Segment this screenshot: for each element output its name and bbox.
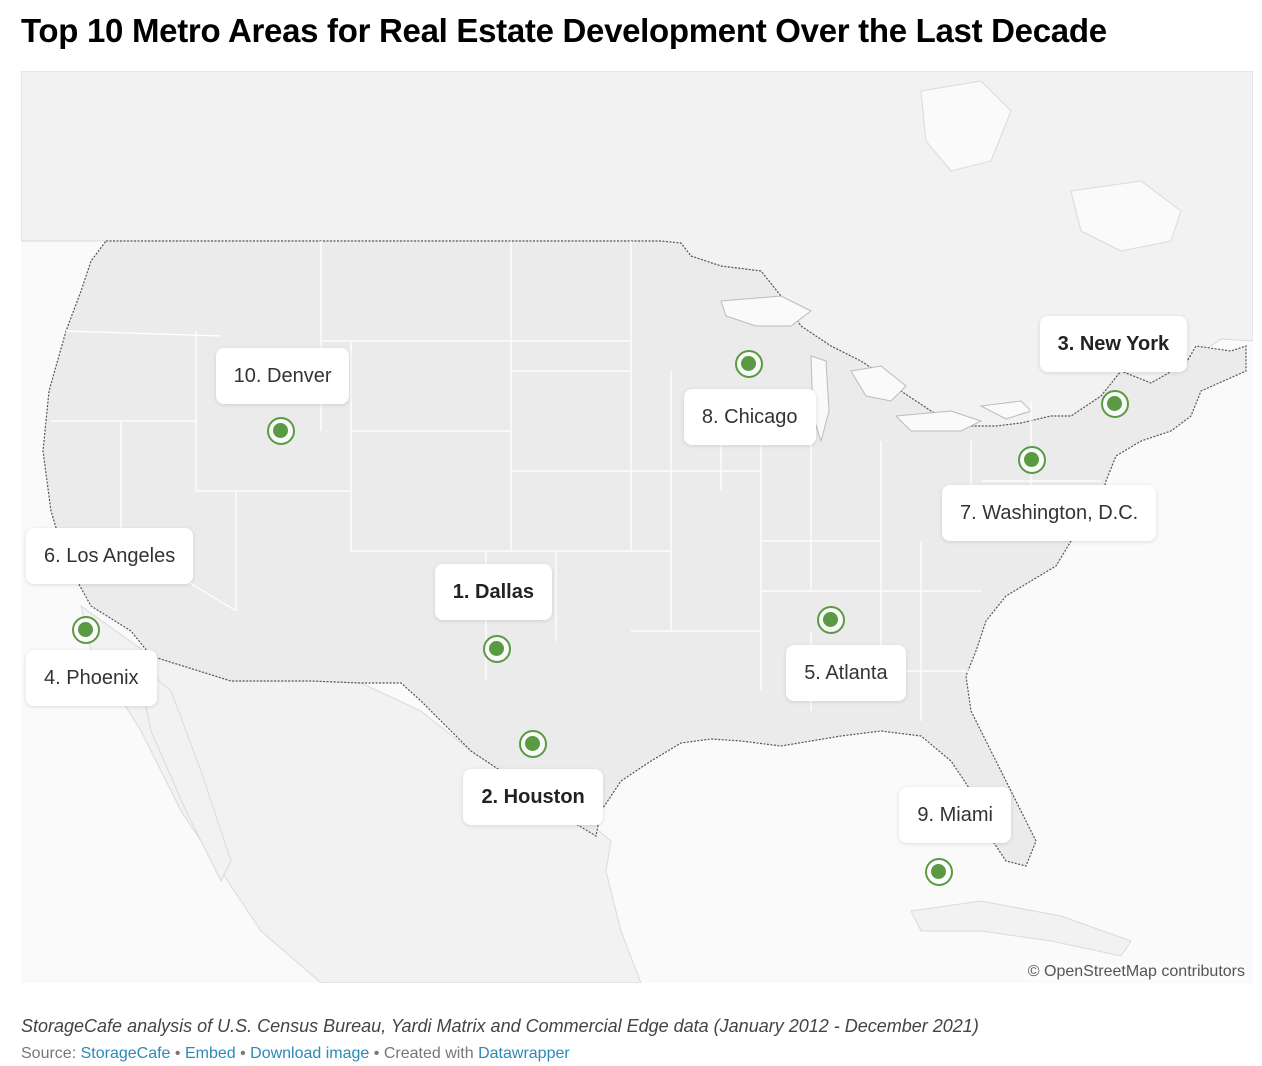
city-callout: 5. Atlanta <box>786 644 906 701</box>
city-marker-dot <box>525 736 541 751</box>
city-callout: 10. Denver <box>215 348 350 405</box>
city-marker-dot <box>488 641 504 657</box>
source-link[interactable]: StorageCafe <box>80 1045 171 1062</box>
map-attribution: © OpenStreetMap contributors <box>1025 963 1247 981</box>
city-marker-dot <box>272 423 288 439</box>
city-marker[interactable] <box>519 730 548 758</box>
state-lines <box>51 241 1101 721</box>
source-prefix: Source: <box>21 1045 81 1062</box>
city-callout: 9. Miami <box>899 786 1011 843</box>
city-callout: 4. Phoenix <box>26 649 157 706</box>
datawrapper-link[interactable]: Datawrapper <box>478 1045 570 1062</box>
city-marker-dot <box>1106 395 1122 411</box>
city-marker[interactable] <box>72 615 101 644</box>
city-marker[interactable] <box>1018 445 1046 474</box>
city-callout: 7. Washington, D.C. <box>942 484 1157 541</box>
city-marker[interactable] <box>266 417 295 446</box>
footer-separator: • <box>170 1045 185 1062</box>
footer-separator: • <box>369 1045 384 1062</box>
map[interactable]: 1. Dallas 2. Houston 3. New York 4. Phoenix… <box>21 71 1253 983</box>
city-marker-dot <box>1024 451 1039 467</box>
city-marker-dot <box>740 356 756 372</box>
chart-footer: Source: StorageCafe • Embed • Download i… <box>21 1045 570 1063</box>
city-callout: 3. New York <box>1039 315 1188 372</box>
created-with-label: Created with <box>383 1045 479 1062</box>
city-marker-dot <box>931 863 947 879</box>
chart-notes: StorageCafe analysis of U.S. Census Bure… <box>21 1016 979 1036</box>
city-marker[interactable] <box>734 350 763 379</box>
city-callout: 6. Los Angeles <box>26 527 194 584</box>
embed-link[interactable]: Embed <box>184 1045 236 1062</box>
city-callout: 1. Dallas <box>434 564 552 621</box>
city-marker-dot <box>823 611 839 627</box>
city-callout: 2. Houston <box>463 769 603 825</box>
chart-title: Top 10 Metro Areas for Real Estate Devel… <box>21 12 1107 49</box>
download-image-link[interactable]: Download image <box>250 1045 370 1062</box>
city-marker-dot <box>78 621 94 637</box>
city-callout: 8. Chicago <box>683 389 816 446</box>
city-marker[interactable] <box>817 605 846 634</box>
city-marker[interactable] <box>1100 389 1129 418</box>
great-lakes <box>720 295 1032 443</box>
footer-separator: • <box>235 1045 251 1062</box>
city-marker[interactable] <box>925 857 954 886</box>
city-marker[interactable] <box>482 635 511 664</box>
